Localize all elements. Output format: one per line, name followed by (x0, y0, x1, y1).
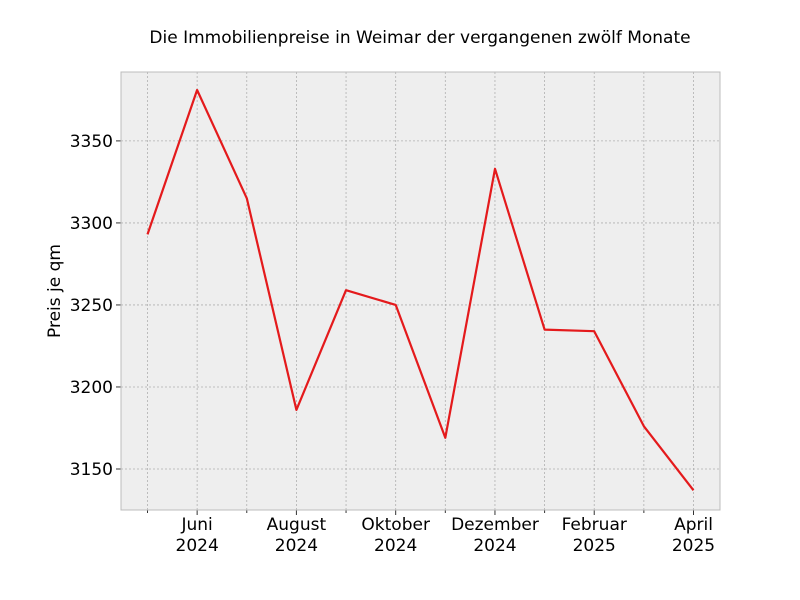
x-tick-year: 2024 (176, 536, 219, 556)
x-tick-month: Oktober (361, 515, 430, 535)
y-tick-label: 3250 (70, 296, 113, 316)
plot-area (121, 72, 720, 510)
x-tick-month: April (674, 515, 713, 535)
x-tick-year: 2024 (473, 536, 516, 556)
plot-frame (120, 71, 721, 511)
y-tick-label: 3300 (70, 214, 113, 234)
x-tick-year: 2025 (573, 536, 616, 556)
x-tick-month: Juni (180, 515, 212, 535)
x-tick-month: Februar (562, 515, 627, 535)
y-tick-label: 3200 (70, 378, 113, 398)
x-tick-month: Dezember (451, 515, 539, 535)
y-tick-label: 3150 (70, 460, 113, 480)
x-tick-year: 2024 (275, 536, 318, 556)
series-line (146, 88, 695, 491)
x-tick-month: August (267, 515, 327, 535)
y-axis-label: Preis je qm (45, 244, 65, 338)
y-tick-label: 3350 (70, 132, 113, 152)
chart-title: Die Immobilienpreise in Weimar der verga… (149, 28, 690, 48)
y-axis: 3150 3200 3250 3300 3350 (70, 132, 121, 480)
x-axis: Juni2024August2024Oktober2024Dezember202… (176, 515, 716, 556)
x-tick-year: 2025 (672, 536, 715, 556)
x-tick-year: 2024 (374, 536, 417, 556)
